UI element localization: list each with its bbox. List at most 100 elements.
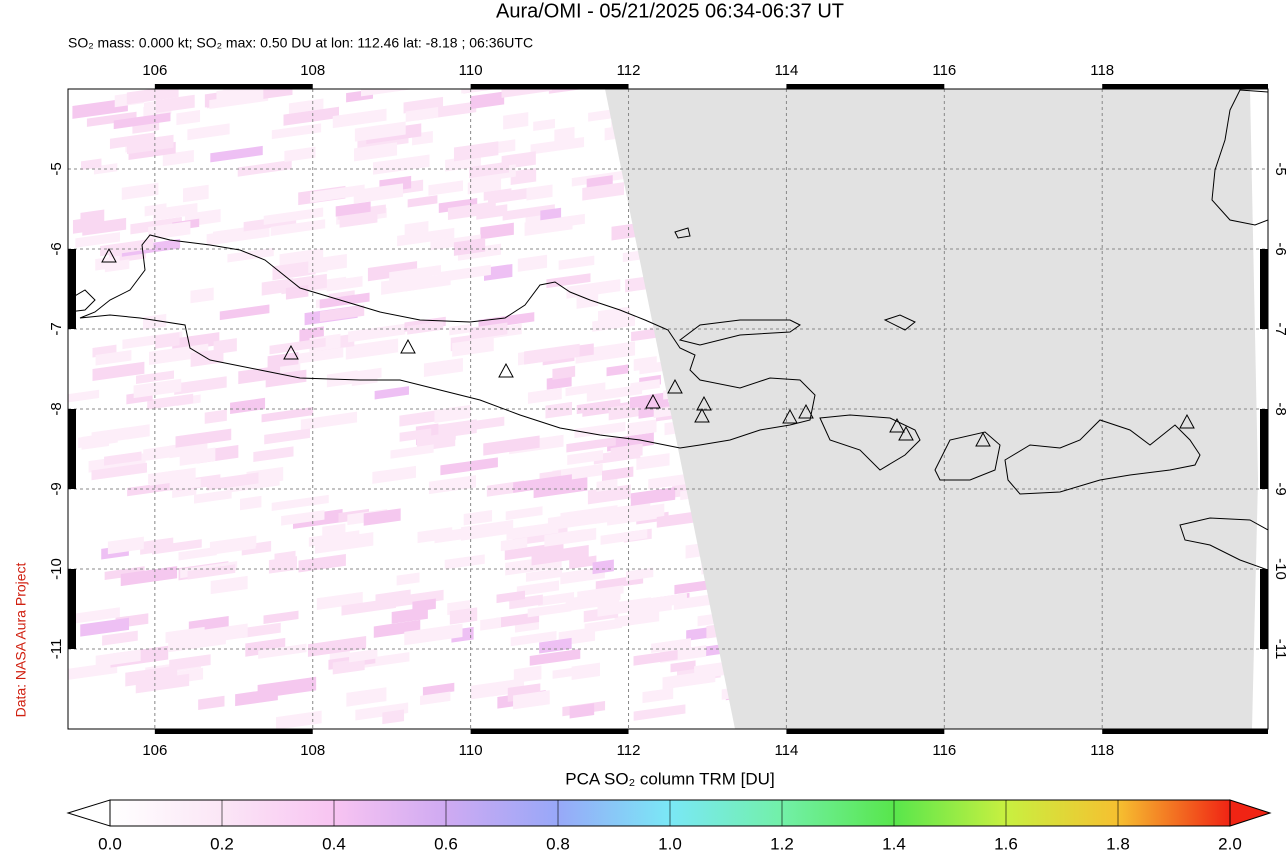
- so2-pixel: [673, 594, 713, 611]
- so2-pixel: [390, 444, 434, 459]
- y-tick-label: -11: [48, 639, 65, 660]
- so2-pixel: [135, 673, 190, 694]
- so2-pixel: [120, 566, 178, 587]
- so2-pixel: [238, 364, 286, 385]
- so2-pixel: [420, 691, 451, 706]
- frame-bar: [68, 249, 76, 329]
- x-tick-label: 110: [459, 62, 483, 79]
- so2-pixel: [308, 530, 360, 547]
- y-tick-label: -8: [48, 402, 65, 415]
- coast-borneo: [1211, 89, 1268, 226]
- so2-pixel: [204, 409, 227, 424]
- so2-pixel: [150, 467, 196, 486]
- so2-pixel: [75, 232, 121, 248]
- x-tick-label: 118: [1090, 62, 1114, 79]
- so2-pixel: [651, 638, 691, 654]
- so2-pixel: [533, 118, 555, 132]
- so2-pixel: [258, 643, 307, 659]
- colorbar: [66, 799, 1272, 827]
- so2-pixel: [538, 592, 575, 607]
- so2-pixel: [558, 255, 595, 270]
- so2-pixel: [69, 607, 120, 625]
- so2-pixel: [496, 590, 526, 604]
- so2-pixel: [332, 658, 365, 675]
- so2-pixel: [610, 596, 661, 613]
- frame-bar: [786, 729, 945, 734]
- y-tick-label: -10: [48, 558, 65, 580]
- coast-sumba: [1179, 517, 1268, 571]
- subtitle: SO₂ mass: 0.000 kt; SO₂ max: 0.50 DU at …: [68, 35, 533, 51]
- volcano: [498, 362, 514, 378]
- frame-bar: [68, 409, 76, 489]
- so2-pixel: [264, 428, 310, 445]
- so2-pixel: [567, 450, 604, 466]
- so2-pixel: [263, 610, 299, 624]
- so2-pixel: [633, 704, 686, 721]
- so2-pixel: [586, 384, 643, 402]
- so2-pixel: [565, 382, 606, 397]
- so2-pixel: [396, 572, 420, 586]
- so2-pixel: [545, 401, 573, 419]
- so2-pixel: [434, 525, 483, 544]
- frame-bar: [470, 729, 629, 734]
- so2-pixel: [351, 372, 378, 387]
- so2-pixel: [630, 379, 660, 393]
- so2-pixel: [602, 466, 634, 482]
- so2-pixel: [392, 272, 430, 287]
- so2-pixel: [206, 472, 259, 491]
- so2-pixel: [524, 343, 580, 365]
- x-tick-label: 114: [774, 742, 798, 759]
- so2-pixel: [240, 495, 262, 511]
- x-tick-label: 116: [932, 742, 956, 759]
- volcano: [694, 407, 710, 423]
- so2-pixel: [227, 247, 274, 263]
- so2-pixel: [670, 660, 696, 673]
- so2-pixel: [633, 356, 657, 372]
- so2-pixel: [506, 521, 559, 541]
- frame-bar: [154, 729, 313, 734]
- volcano: [667, 378, 683, 394]
- so2-pixel: [261, 278, 294, 296]
- so2-pixel: [510, 630, 557, 647]
- so2-pixel: [345, 338, 399, 360]
- so2-pixel: [339, 211, 378, 228]
- volcano: [1179, 413, 1195, 429]
- so2-pixel: [592, 315, 635, 332]
- so2-pixel: [174, 376, 227, 395]
- so2-pixel: [636, 453, 670, 471]
- so2-pixel: [341, 597, 397, 616]
- volcano: [975, 431, 991, 447]
- so2-pixel: [300, 411, 358, 431]
- credit: Data: NASA Aura Project: [13, 562, 29, 717]
- so2-pixel: [500, 537, 528, 552]
- so2-pixel: [95, 349, 132, 366]
- so2-pixel: [449, 323, 473, 336]
- so2-pixel: [198, 695, 225, 711]
- so2-pixel: [144, 203, 167, 217]
- so2-pixel: [206, 231, 229, 246]
- so2-pixel: [539, 637, 572, 654]
- so2-pixel: [148, 221, 191, 241]
- frame-bar: [1260, 249, 1268, 329]
- so2-pixel: [412, 598, 436, 613]
- so2-pixel: [72, 98, 128, 119]
- so2-pixel: [625, 276, 648, 293]
- volcanoes: [101, 247, 1195, 447]
- frame-bar: [1102, 729, 1268, 734]
- so2-pixel: [428, 180, 463, 196]
- so2-pixel: [453, 141, 499, 162]
- so2-pixel: [169, 478, 201, 492]
- so2-pixel: [526, 184, 553, 201]
- so2-pixel: [382, 709, 405, 725]
- y-tick-label: -9: [1272, 482, 1288, 495]
- volcano: [898, 425, 914, 441]
- title: Aura/OMI - 05/21/2025 06:34-06:37 UT: [496, 0, 844, 22]
- so2-pixel: [576, 398, 621, 415]
- so2-pixel: [130, 217, 182, 235]
- so2-pixel: [265, 369, 307, 388]
- so2-pixel: [242, 622, 281, 638]
- frame-bar: [1102, 84, 1268, 89]
- so2-pixel: [403, 96, 444, 114]
- so2-pixel: [176, 110, 201, 126]
